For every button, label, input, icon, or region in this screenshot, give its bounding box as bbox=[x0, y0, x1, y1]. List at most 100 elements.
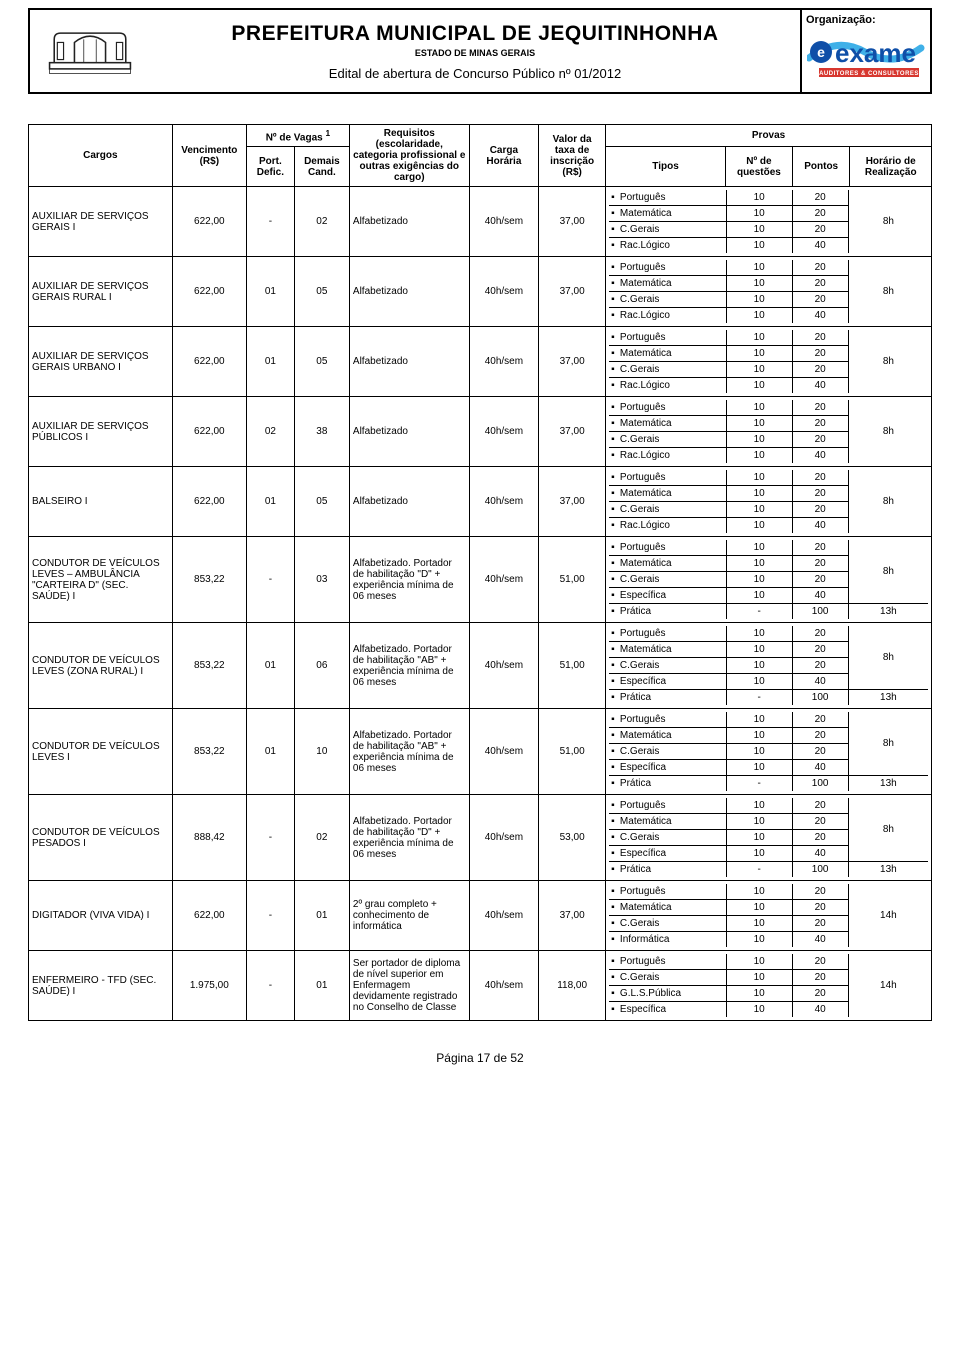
organization-label: Organização: bbox=[806, 14, 926, 26]
svg-text:e: e bbox=[817, 44, 825, 60]
cell-carga: 40h/sem bbox=[469, 187, 538, 257]
th-tipos: Tipos bbox=[606, 147, 726, 187]
cell-port-defic: - bbox=[246, 795, 294, 881]
table-row: BALSEIRO I 622,00 01 05 Alfabetizado 40h… bbox=[29, 467, 932, 537]
city-logo-cell bbox=[30, 10, 150, 92]
th-requisitos: Requisitos (escolaridade, categoria prof… bbox=[349, 125, 469, 187]
cell-cargo: BALSEIRO I bbox=[29, 467, 173, 537]
cell-carga: 40h/sem bbox=[469, 795, 538, 881]
cell-cargo: AUXILIAR DE SERVIÇOS PÚBLICOS I bbox=[29, 397, 173, 467]
document-title: PREFEITURA MUNICIPAL DE JEQUITINHONHA bbox=[154, 22, 796, 46]
svg-text:exame: exame bbox=[835, 38, 916, 68]
cell-provas: ▪ Português 10 20 8h ▪ Matemática 10 20 … bbox=[606, 257, 932, 327]
table-row: CONDUTOR DE VEÍCULOS PESADOS I 888,42 - … bbox=[29, 795, 932, 881]
th-provas: Provas bbox=[606, 125, 932, 147]
cell-demais-cand: 02 bbox=[294, 795, 349, 881]
table-row: AUXILIAR DE SERVIÇOS GERAIS RURAL I 622,… bbox=[29, 257, 932, 327]
cell-carga: 40h/sem bbox=[469, 881, 538, 951]
cell-provas: ▪ Português 10 20 8h ▪ Matemática 10 20 … bbox=[606, 623, 932, 709]
table-row: CONDUTOR DE VEÍCULOS LEVES (ZONA RURAL) … bbox=[29, 623, 932, 709]
cell-provas: ▪ Português 10 20 8h ▪ Matemática 10 20 … bbox=[606, 709, 932, 795]
cell-requisitos: Ser portador de diploma de nível superio… bbox=[349, 951, 469, 1021]
cell-cargo: CONDUTOR DE VEÍCULOS LEVES I bbox=[29, 709, 173, 795]
th-vagas: Nº de Vagas 1 bbox=[246, 125, 349, 147]
cell-port-defic: 02 bbox=[246, 397, 294, 467]
cell-port-defic: - bbox=[246, 951, 294, 1021]
cell-requisitos: Alfabetizado. Portador de habilitação "D… bbox=[349, 795, 469, 881]
cell-vencimento: 853,22 bbox=[172, 623, 246, 709]
cell-vencimento: 888,42 bbox=[172, 795, 246, 881]
cell-taxa: 37,00 bbox=[539, 187, 606, 257]
cell-requisitos: Alfabetizado bbox=[349, 257, 469, 327]
cell-carga: 40h/sem bbox=[469, 467, 538, 537]
cell-demais-cand: 01 bbox=[294, 881, 349, 951]
th-horario: Horário de Realização bbox=[850, 147, 932, 187]
cell-cargo: ENFERMEIRO - TFD (SEC. SAÚDE) I bbox=[29, 951, 173, 1021]
cell-provas: ▪ Português 10 20 8h ▪ Matemática 10 20 … bbox=[606, 795, 932, 881]
cell-taxa: 51,00 bbox=[539, 709, 606, 795]
cell-demais-cand: 02 bbox=[294, 187, 349, 257]
cell-port-defic: 01 bbox=[246, 257, 294, 327]
th-pontos: Pontos bbox=[792, 147, 849, 187]
document-edital: Edital de abertura de Concurso Público n… bbox=[154, 66, 796, 81]
table-row: CONDUTOR DE VEÍCULOS LEVES I 853,22 01 1… bbox=[29, 709, 932, 795]
cell-vencimento: 622,00 bbox=[172, 257, 246, 327]
cell-port-defic: - bbox=[246, 187, 294, 257]
th-taxa: Valor da taxa de inscrição (R$) bbox=[539, 125, 606, 187]
cell-demais-cand: 05 bbox=[294, 327, 349, 397]
table-row: CONDUTOR DE VEÍCULOS LEVES – AMBULÂNCIA … bbox=[29, 537, 932, 623]
table-row: AUXILIAR DE SERVIÇOS GERAIS I 622,00 - 0… bbox=[29, 187, 932, 257]
cell-provas: ▪ Português 10 20 8h ▪ Matemática 10 20 … bbox=[606, 327, 932, 397]
cell-requisitos: Alfabetizado. Portador de habilitação "A… bbox=[349, 709, 469, 795]
cell-vencimento: 622,00 bbox=[172, 187, 246, 257]
cell-cargo: AUXILIAR DE SERVIÇOS GERAIS RURAL I bbox=[29, 257, 173, 327]
cell-taxa: 118,00 bbox=[539, 951, 606, 1021]
document-subtitle: ESTADO DE MINAS GERAIS bbox=[154, 48, 796, 58]
cell-provas: ▪ Português 10 20 8h ▪ Matemática 10 20 … bbox=[606, 397, 932, 467]
table-body: AUXILIAR DE SERVIÇOS GERAIS I 622,00 - 0… bbox=[29, 187, 932, 1021]
cell-taxa: 37,00 bbox=[539, 257, 606, 327]
cell-cargo: CONDUTOR DE VEÍCULOS LEVES – AMBULÂNCIA … bbox=[29, 537, 173, 623]
cell-taxa: 51,00 bbox=[539, 623, 606, 709]
table-row: AUXILIAR DE SERVIÇOS PÚBLICOS I 622,00 0… bbox=[29, 397, 932, 467]
cell-demais-cand: 10 bbox=[294, 709, 349, 795]
cell-demais-cand: 05 bbox=[294, 467, 349, 537]
cell-vencimento: 622,00 bbox=[172, 397, 246, 467]
cell-cargo: CONDUTOR DE VEÍCULOS LEVES (ZONA RURAL) … bbox=[29, 623, 173, 709]
cell-port-defic: 01 bbox=[246, 467, 294, 537]
th-carga: Carga Horária bbox=[469, 125, 538, 187]
organization-cell: Organização: e exame AUDITORES & CONSULT… bbox=[800, 10, 930, 92]
cell-provas: ▪ Português 10 20 8h ▪ Matemática 10 20 … bbox=[606, 187, 932, 257]
cell-requisitos: Alfabetizado bbox=[349, 327, 469, 397]
cell-requisitos: 2º grau completo + conhecimento de infor… bbox=[349, 881, 469, 951]
table-row: DIGITADOR (VIVA VIDA) I 622,00 - 01 2º g… bbox=[29, 881, 932, 951]
cell-taxa: 51,00 bbox=[539, 537, 606, 623]
exame-logo-icon: e exame AUDITORES & CONSULTORES bbox=[806, 28, 926, 83]
cell-carga: 40h/sem bbox=[469, 951, 538, 1021]
cell-carga: 40h/sem bbox=[469, 709, 538, 795]
cell-demais-cand: 06 bbox=[294, 623, 349, 709]
cell-demais-cand: 03 bbox=[294, 537, 349, 623]
cell-vencimento: 622,00 bbox=[172, 467, 246, 537]
cell-provas: ▪ Português 10 20 8h ▪ Matemática 10 20 … bbox=[606, 467, 932, 537]
cell-cargo: DIGITADOR (VIVA VIDA) I bbox=[29, 881, 173, 951]
cell-cargo: AUXILIAR DE SERVIÇOS GERAIS I bbox=[29, 187, 173, 257]
cell-vencimento: 1.975,00 bbox=[172, 951, 246, 1021]
cell-carga: 40h/sem bbox=[469, 537, 538, 623]
cell-demais-cand: 01 bbox=[294, 951, 349, 1021]
svg-text:AUDITORES & CONSULTORES: AUDITORES & CONSULTORES bbox=[819, 71, 919, 77]
cell-vencimento: 622,00 bbox=[172, 327, 246, 397]
cell-taxa: 53,00 bbox=[539, 795, 606, 881]
cell-requisitos: Alfabetizado. Portador de habilitação "A… bbox=[349, 623, 469, 709]
cell-requisitos: Alfabetizado bbox=[349, 467, 469, 537]
cell-cargo: AUXILIAR DE SERVIÇOS GERAIS URBANO I bbox=[29, 327, 173, 397]
cell-provas: ▪ Português 10 20 14h ▪ C.Gerais 10 20 ▪… bbox=[606, 951, 932, 1021]
cell-requisitos: Alfabetizado. Portador de habilitação "D… bbox=[349, 537, 469, 623]
cell-vencimento: 853,22 bbox=[172, 537, 246, 623]
cell-carga: 40h/sem bbox=[469, 327, 538, 397]
city-crest-icon bbox=[40, 16, 140, 86]
cell-demais-cand: 05 bbox=[294, 257, 349, 327]
th-vencimento: Vencimento (R$) bbox=[172, 125, 246, 187]
table-row: ENFERMEIRO - TFD (SEC. SAÚDE) I 1.975,00… bbox=[29, 951, 932, 1021]
cell-cargo: CONDUTOR DE VEÍCULOS PESADOS I bbox=[29, 795, 173, 881]
